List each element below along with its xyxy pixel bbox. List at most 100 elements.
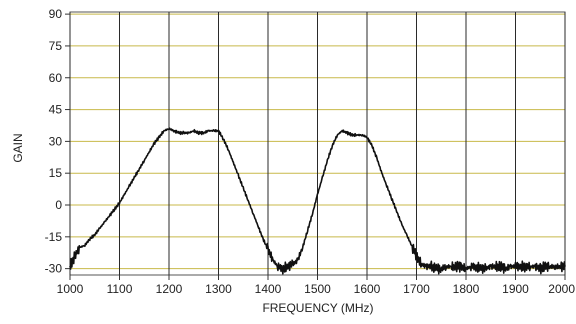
data-point: [490, 265, 492, 268]
data-point: [549, 265, 551, 268]
data-point: [440, 268, 442, 270]
data-point: [455, 265, 457, 268]
data-point: [460, 265, 462, 268]
data-point: [109, 215, 111, 217]
data-point: [495, 265, 497, 268]
x-tick-label: 1200: [156, 282, 183, 296]
data-point: [198, 132, 200, 134]
data-point: [415, 255, 418, 257]
data-point: [183, 132, 185, 134]
data-point: [277, 265, 279, 268]
data-point: [118, 202, 121, 204]
data-point: [514, 265, 517, 268]
data-point: [128, 185, 130, 187]
data-point: [425, 265, 427, 268]
data-point: [346, 132, 348, 134]
y-tick-label: -15: [45, 230, 63, 244]
data-point: [485, 268, 487, 270]
data-point: [297, 259, 299, 261]
data-point: [420, 263, 423, 265]
data-point: [386, 185, 388, 187]
x-tick-label: 1500: [304, 282, 331, 296]
data-point: [208, 130, 210, 132]
data-point: [262, 238, 264, 240]
data-point: [316, 193, 319, 196]
data-point: [331, 145, 333, 147]
data-point: [222, 138, 225, 140]
data-point: [356, 134, 358, 136]
data-point: [193, 130, 195, 132]
data-point: [554, 265, 556, 268]
data-point: [173, 130, 175, 132]
data-point: [470, 265, 472, 268]
data-point: [505, 268, 507, 270]
y-tick-label: 15: [49, 166, 63, 180]
data-point: [282, 268, 284, 270]
y-tick-label: 90: [49, 7, 63, 21]
y-tick-label: 60: [49, 71, 63, 85]
y-tick-label: 45: [49, 103, 63, 117]
data-point: [104, 221, 106, 223]
data-point: [480, 268, 482, 270]
x-tick-label: 1300: [205, 282, 232, 296]
data-point: [410, 244, 413, 246]
x-tick-label: 1000: [57, 282, 84, 296]
data-point: [376, 157, 378, 159]
data-point: [242, 187, 244, 189]
data-point: [361, 134, 363, 136]
y-tick-label: -30: [45, 262, 63, 276]
data-point: [396, 210, 398, 212]
data-point: [465, 268, 467, 270]
data-point: [267, 248, 269, 251]
data-point: [247, 200, 249, 202]
data-point: [69, 265, 71, 268]
data-point: [401, 223, 403, 225]
data-point: [351, 134, 353, 136]
data-point: [143, 159, 145, 162]
data-point: [500, 265, 502, 268]
y-axis-title: GAIN: [11, 133, 25, 162]
data-point: [94, 234, 96, 236]
data-point: [79, 246, 81, 249]
data-point: [391, 198, 393, 200]
data-point: [203, 132, 205, 134]
data-point: [163, 130, 165, 132]
data-point: [153, 142, 155, 145]
data-point: [252, 212, 254, 215]
data-point: [257, 225, 259, 227]
data-point: [272, 259, 274, 261]
y-tick-label: 30: [49, 134, 63, 148]
data-point: [99, 227, 101, 229]
data-point: [336, 134, 338, 136]
data-point: [158, 136, 160, 138]
data-point: [212, 130, 215, 132]
data-point: [544, 265, 546, 268]
data-point: [89, 238, 91, 240]
x-tick-label: 1800: [453, 282, 480, 296]
data-point: [188, 132, 190, 134]
data-point: [74, 255, 76, 257]
data-point: [509, 265, 512, 268]
data-point: [435, 268, 437, 270]
data-point: [123, 193, 126, 196]
data-point: [113, 208, 116, 210]
x-tick-label: 1400: [255, 282, 282, 296]
data-point: [178, 132, 180, 134]
x-axis-tick-labels: 1000 1100 1200 1300 1400 1500 1600 1700 1800 1900…: [57, 275, 575, 296]
data-point: [445, 265, 447, 268]
x-tick-label: 1700: [403, 282, 430, 296]
data-point: [519, 265, 522, 268]
data-point: [292, 263, 294, 265]
data-point: [227, 149, 229, 151]
data-point: [138, 168, 140, 170]
series-layer: [69, 127, 566, 275]
data-point: [168, 128, 170, 130]
y-tick-label: 0: [55, 198, 62, 212]
data-point: [148, 151, 150, 153]
data-point: [430, 265, 432, 268]
y-axis-tick-labels: -30 -15 0 15 30 45 60 75 90: [45, 7, 70, 276]
data-point: [529, 265, 531, 268]
data-point: [366, 136, 368, 138]
data-point: [217, 130, 220, 132]
